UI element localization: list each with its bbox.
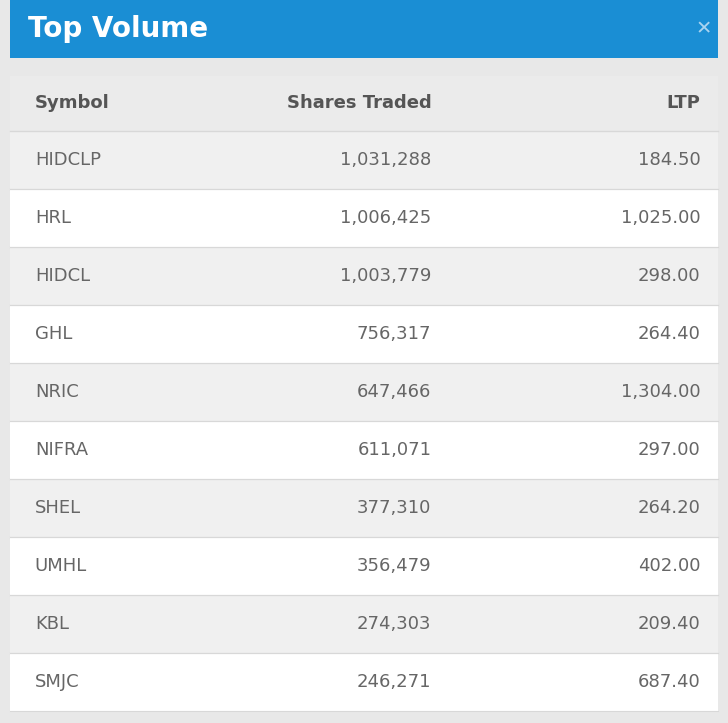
Text: 209.40: 209.40 — [638, 615, 700, 633]
Text: 1,031,288: 1,031,288 — [340, 151, 431, 169]
Text: HIDCLP: HIDCLP — [35, 151, 100, 169]
Text: 1,025.00: 1,025.00 — [621, 209, 700, 227]
Text: 687.40: 687.40 — [638, 673, 700, 691]
Bar — [10, 305, 718, 363]
Bar — [10, 421, 718, 479]
Text: KBL: KBL — [35, 615, 68, 633]
Text: 264.20: 264.20 — [638, 499, 700, 517]
Bar — [10, 189, 718, 247]
Text: 402.00: 402.00 — [638, 557, 700, 575]
Text: 756,317: 756,317 — [357, 325, 431, 343]
Text: 246,271: 246,271 — [357, 673, 431, 691]
Text: Shares Traded: Shares Traded — [287, 95, 431, 113]
Bar — [10, 76, 718, 131]
Text: 647,466: 647,466 — [357, 383, 431, 401]
Text: Symbol: Symbol — [35, 95, 109, 113]
Text: 184.50: 184.50 — [638, 151, 700, 169]
Bar — [10, 131, 718, 189]
Text: 356,479: 356,479 — [357, 557, 431, 575]
Text: 1,006,425: 1,006,425 — [340, 209, 431, 227]
Text: LTP: LTP — [666, 95, 700, 113]
Text: 264.40: 264.40 — [638, 325, 700, 343]
Text: 1,003,779: 1,003,779 — [340, 267, 431, 285]
Bar — [10, 76, 718, 711]
Bar — [10, 595, 718, 653]
Text: NRIC: NRIC — [35, 383, 79, 401]
Text: 297.00: 297.00 — [638, 441, 700, 459]
Bar — [10, 247, 718, 305]
Text: SMJC: SMJC — [35, 673, 79, 691]
Text: SHEL: SHEL — [35, 499, 81, 517]
Text: 611,071: 611,071 — [357, 441, 431, 459]
Text: 298.00: 298.00 — [638, 267, 700, 285]
Bar — [10, 0, 718, 58]
Text: Top Volume: Top Volume — [28, 15, 208, 43]
Bar — [10, 537, 718, 595]
Bar — [10, 479, 718, 537]
Text: HIDCL: HIDCL — [35, 267, 90, 285]
Bar — [10, 363, 718, 421]
Text: NIFRA: NIFRA — [35, 441, 88, 459]
Text: 1,304.00: 1,304.00 — [621, 383, 700, 401]
Text: UMHL: UMHL — [35, 557, 87, 575]
Bar — [10, 653, 718, 711]
Text: 377,310: 377,310 — [357, 499, 431, 517]
Text: ✕: ✕ — [696, 20, 712, 38]
Text: HRL: HRL — [35, 209, 71, 227]
Text: 274,303: 274,303 — [357, 615, 431, 633]
Text: GHL: GHL — [35, 325, 72, 343]
